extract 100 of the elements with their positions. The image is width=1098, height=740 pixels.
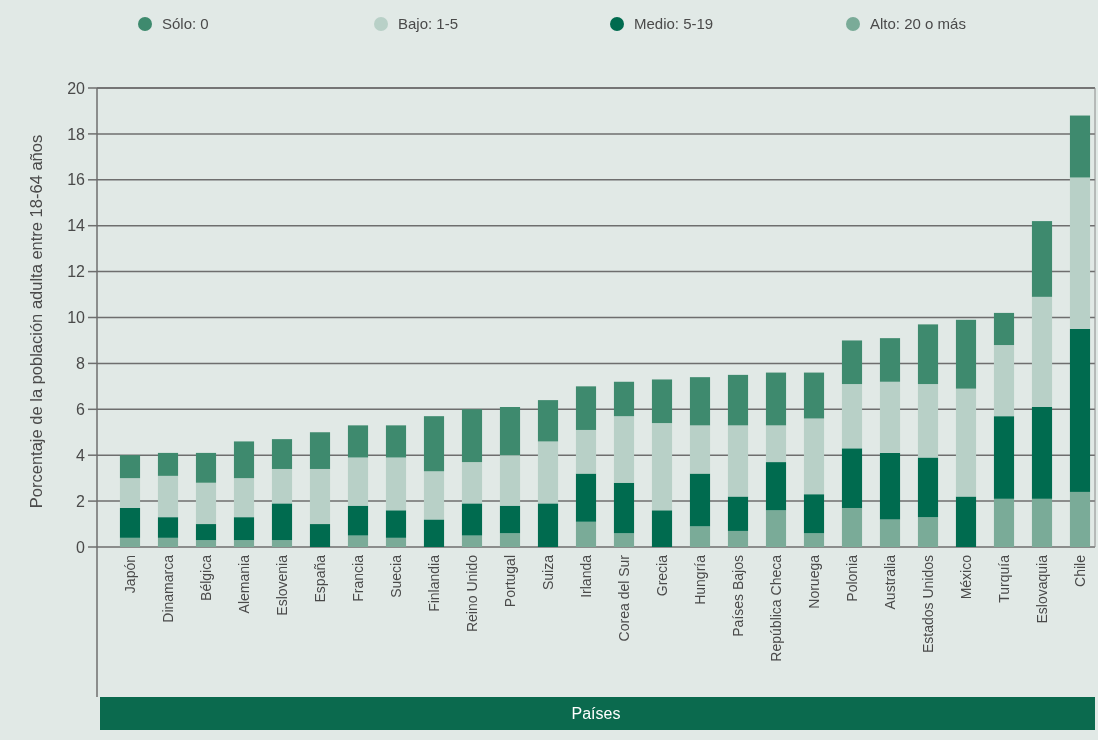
bar — [423, 471, 445, 520]
bar — [537, 400, 559, 442]
bar — [651, 379, 673, 424]
x-tick-label: Hungría — [692, 554, 708, 605]
bar — [765, 510, 787, 547]
bar — [347, 535, 369, 547]
legend-label: Medio: 5-19 — [634, 15, 714, 33]
bar — [1069, 177, 1091, 329]
x-tick-label: Bélgica — [198, 554, 214, 601]
bar — [233, 517, 255, 541]
legend-label: Alto: 20 o más — [870, 15, 966, 33]
bar — [727, 374, 749, 426]
bar — [423, 519, 445, 547]
bar — [271, 468, 293, 504]
bar — [1031, 407, 1053, 499]
bar — [233, 441, 255, 479]
bar — [651, 510, 673, 547]
bar — [841, 507, 863, 547]
x-tick-label: Polonia — [844, 554, 860, 602]
bar — [651, 423, 673, 511]
y-axis-title: Porcentaje de la población adulta entre 18-64 años — [27, 134, 45, 509]
x-tick-label: Dinamarca — [160, 554, 176, 623]
y-tick-label: 12 — [67, 263, 86, 281]
bar — [423, 416, 445, 472]
legend-label: Sólo: 0 — [162, 15, 209, 33]
bar — [613, 416, 635, 483]
x-tick-label: Reino Unido — [464, 554, 480, 633]
bar — [727, 530, 749, 547]
bar — [499, 455, 521, 506]
bar — [233, 540, 255, 547]
bar — [119, 537, 141, 547]
x-tick-label: Noruega — [806, 554, 822, 609]
bar — [461, 462, 483, 504]
bar — [879, 338, 901, 382]
bar — [803, 418, 825, 495]
bar — [195, 482, 217, 525]
bar — [993, 416, 1015, 499]
x-tick-label: Eslovenia — [274, 554, 290, 616]
y-tick-label: 18 — [67, 125, 86, 143]
bar — [499, 505, 521, 534]
x-tick-label: Francia — [350, 554, 366, 602]
y-tick-label: 4 — [76, 446, 86, 464]
bar — [917, 517, 939, 547]
bar — [955, 496, 977, 547]
bar — [195, 524, 217, 541]
y-tick-label: 8 — [76, 355, 86, 372]
bar — [119, 455, 141, 479]
bar — [803, 372, 825, 419]
x-tick-label: Australia — [882, 554, 898, 610]
bar — [499, 407, 521, 456]
x-tick-label: Japón — [122, 555, 138, 594]
bar — [119, 478, 141, 508]
y-tick-label: 20 — [67, 79, 86, 97]
legend-label: Bajo: 1-5 — [398, 15, 459, 33]
bar — [575, 521, 597, 547]
y-tick-label: 2 — [76, 492, 86, 510]
bar — [385, 425, 407, 458]
bar — [461, 535, 483, 547]
x-tick-label: Suecia — [388, 554, 404, 598]
bar — [993, 498, 1015, 547]
x-tick-label: Turquía — [996, 554, 1012, 603]
bar — [879, 452, 901, 520]
bar — [575, 429, 597, 474]
bar — [195, 540, 217, 547]
bar — [461, 503, 483, 536]
bar — [537, 503, 559, 547]
bar — [309, 468, 331, 525]
bar — [955, 319, 977, 389]
bar — [879, 381, 901, 453]
bar — [689, 526, 711, 547]
bar — [1031, 296, 1053, 408]
bar — [1069, 115, 1091, 178]
bar — [347, 425, 369, 458]
bar — [841, 448, 863, 508]
x-tick-label: Portugal — [502, 555, 518, 608]
bar — [613, 533, 635, 547]
bar — [385, 537, 407, 547]
x-tick-label: Países Bajos — [730, 555, 746, 637]
x-tick-label: Alemania — [236, 554, 252, 614]
bar — [119, 507, 141, 538]
x-tick-label: Grecia — [654, 554, 670, 597]
bar — [1031, 498, 1053, 547]
y-tick-label: 0 — [76, 538, 86, 556]
bar — [157, 452, 179, 476]
bar — [1031, 221, 1053, 297]
bar — [195, 452, 217, 483]
bar — [803, 494, 825, 534]
bar — [233, 478, 255, 518]
bar — [689, 473, 711, 527]
x-tick-label: Irlanda — [578, 554, 594, 598]
bar — [727, 496, 749, 531]
bar — [347, 505, 369, 536]
x-tick-label: Finlandia — [426, 554, 442, 612]
bar — [309, 524, 331, 547]
bar — [917, 324, 939, 385]
x-tick-label: Chile — [1072, 554, 1088, 587]
bar — [765, 462, 787, 511]
y-tick-label: 16 — [67, 171, 86, 189]
bar — [575, 473, 597, 522]
bar — [157, 537, 179, 547]
